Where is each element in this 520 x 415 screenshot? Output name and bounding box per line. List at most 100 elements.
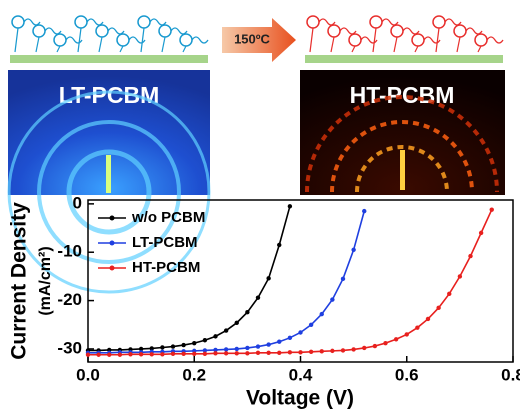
molecule (158, 24, 172, 38)
data-point (351, 347, 356, 352)
data-point (192, 351, 197, 356)
beamstop (106, 155, 111, 193)
side-chain (161, 36, 166, 53)
legend-marker (109, 265, 115, 271)
data-point (287, 204, 293, 209)
data-point (298, 330, 303, 335)
data-point (351, 247, 356, 253)
side-chain (86, 18, 104, 26)
data-point (383, 340, 388, 346)
data-point (319, 311, 324, 317)
side-chain (140, 27, 145, 53)
data-point (266, 350, 271, 356)
schematic: 150ºC LT-PCBM HT-PCBM (7, 15, 505, 294)
molecule (453, 24, 467, 38)
side-chain (309, 27, 314, 53)
side-chain (119, 45, 124, 53)
diffraction-arc (305, 95, 499, 193)
side-chain (107, 27, 125, 35)
data-point (223, 328, 229, 333)
panel-label: LT-PCBM (59, 82, 160, 108)
side-chain (35, 36, 40, 53)
data-point (245, 345, 250, 351)
data-point (319, 349, 324, 354)
substrate (305, 55, 503, 63)
data-point (468, 253, 473, 259)
data-point (181, 342, 186, 348)
side-chain (477, 45, 482, 53)
data-point (393, 337, 399, 342)
data-point (287, 350, 293, 355)
molecule (369, 15, 383, 29)
data-point (202, 351, 208, 356)
data-point (170, 351, 176, 356)
side-chain (465, 27, 483, 35)
data-point (245, 351, 250, 356)
beamstop (400, 150, 405, 190)
molecule (411, 33, 425, 47)
side-chain (402, 27, 420, 35)
data-point (138, 346, 144, 352)
data-point (234, 346, 239, 352)
data-point (340, 348, 346, 353)
diffraction-arc (330, 120, 474, 193)
side-chain (381, 18, 399, 26)
molecule (74, 15, 88, 29)
molecule (11, 15, 25, 29)
data-point (362, 208, 367, 214)
data-point (372, 343, 378, 349)
side-chain (414, 45, 419, 53)
data-point (277, 350, 282, 356)
side-chain (170, 27, 188, 35)
y-axis-unit: (mA/cm²) (37, 246, 54, 315)
data-point (181, 351, 186, 356)
side-chain (435, 27, 440, 53)
side-chain (44, 27, 62, 35)
molecule (327, 24, 341, 38)
data-point (266, 276, 271, 281)
data-point (308, 349, 314, 355)
data-point (478, 230, 484, 236)
data-point (223, 351, 229, 356)
molecule (306, 15, 320, 29)
legend-label: LT-PCBM (132, 234, 198, 251)
data-point (255, 295, 261, 300)
data-point (425, 316, 431, 322)
data-point (223, 347, 229, 352)
molecule (432, 15, 446, 29)
diffraction-arc (355, 145, 449, 193)
data-point (149, 346, 154, 351)
side-chain (149, 18, 167, 26)
data-point (117, 352, 123, 357)
data-point (436, 305, 441, 311)
diffraction-ring (66, 149, 152, 235)
legend-label: w/o PCBM (131, 209, 205, 226)
data-point (213, 334, 218, 339)
data-point (457, 274, 463, 279)
molecule (95, 24, 109, 38)
x-tick-label: 0.8 (501, 365, 520, 384)
data-point (202, 348, 208, 353)
molecule (390, 24, 404, 38)
y-tick-label: -30 (57, 338, 82, 357)
data-point (160, 352, 165, 357)
data-point (234, 351, 239, 356)
data-point (266, 342, 271, 347)
substrate (10, 55, 208, 63)
side-chain (393, 36, 398, 53)
y-tick-label: -20 (57, 290, 82, 309)
side-chain (77, 27, 82, 53)
legend-marker (109, 215, 115, 221)
data-point (96, 352, 101, 357)
legend-label: HT-PCBM (132, 259, 200, 276)
data-point (138, 352, 144, 357)
data-point (149, 352, 154, 357)
data-point (255, 350, 261, 356)
data-point (308, 322, 314, 327)
molecule (137, 15, 151, 29)
data-point (245, 309, 250, 315)
data-point (277, 339, 282, 344)
side-chain (98, 36, 103, 53)
data-point (404, 332, 409, 337)
